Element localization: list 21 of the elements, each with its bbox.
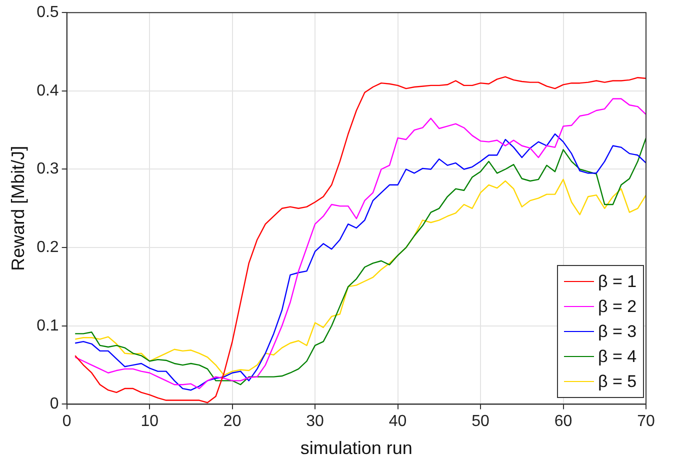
x-tick-label: 0 — [62, 413, 72, 430]
x-tick-label: 10 — [140, 413, 159, 430]
y-tick-label: 0.3 — [36, 160, 59, 178]
y-axis-title: Reward [Mbit/J] — [8, 146, 28, 271]
y-tick-label: 0.2 — [36, 238, 59, 256]
legend-label: β = 5 — [598, 372, 637, 392]
x-axis-title: simulation run — [300, 438, 412, 458]
x-tick-label: 40 — [388, 413, 407, 430]
y-tick-label: 0.5 — [36, 4, 59, 22]
legend-label: β = 3 — [598, 322, 637, 342]
x-tick-label: 50 — [472, 413, 490, 430]
y-tick-label: 0.4 — [36, 82, 59, 100]
x-tick-label: 30 — [306, 413, 324, 430]
legend-label: β = 4 — [598, 346, 637, 367]
y-tick-label: 0.1 — [36, 317, 59, 334]
x-tick-label: 70 — [637, 413, 655, 430]
x-tick-label: 20 — [223, 413, 242, 430]
x-tick-label: 60 — [554, 413, 572, 430]
legend-label: β = 1 — [598, 272, 637, 292]
y-tick-label: 0 — [50, 396, 59, 413]
legend-label: β = 2 — [598, 296, 637, 317]
